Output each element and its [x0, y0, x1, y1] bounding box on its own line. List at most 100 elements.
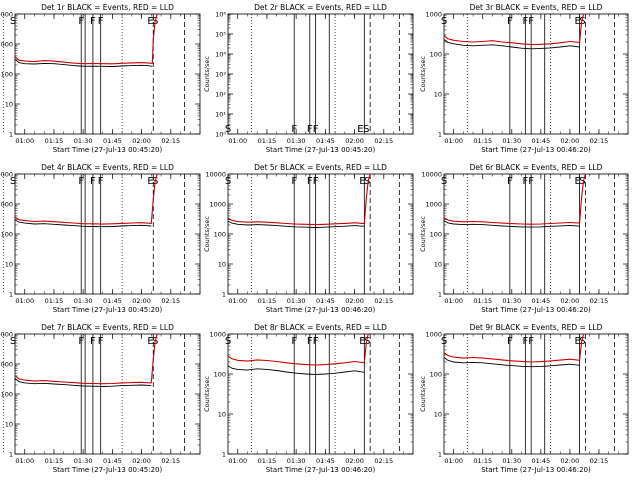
flag-label: E [574, 16, 580, 27]
y-tick-label: 10¹ [215, 111, 226, 119]
x-tick-label: 01:00 [228, 137, 247, 145]
x-tick-label: 01:45 [103, 137, 122, 145]
flag-label: F [522, 16, 528, 27]
flag-label: E [574, 336, 580, 347]
flag-label: F [522, 176, 528, 187]
flag-label: F [507, 336, 513, 347]
flag-label: F [291, 336, 297, 347]
series-line-events [14, 219, 152, 228]
y-tick-label: 1 [9, 451, 13, 459]
panel-title: Det 8r BLACK = Events, RED = LLD [254, 323, 387, 332]
series-line-events [443, 220, 580, 228]
flag-label: F [307, 124, 313, 135]
panel-title: Det 9r BLACK = Events, RED = LLD [470, 323, 603, 332]
x-tick-label: 01:00 [228, 297, 247, 305]
flag-label: S [579, 176, 585, 187]
y-axis-label: Counts/sec [203, 376, 211, 412]
flag-label: F [313, 176, 319, 187]
x-tick-label: 02:00 [345, 137, 364, 145]
flag-label: F [98, 16, 104, 27]
y-tick-label: 10 [434, 411, 442, 419]
x-tick-label: 02:15 [590, 137, 609, 145]
flag-label: F [291, 124, 297, 135]
series-line-lld [227, 173, 371, 226]
y-tick-label: 1000 [0, 361, 13, 369]
flag-label: F [528, 336, 534, 347]
y-tick-label: 100 [430, 51, 442, 59]
flag-label: E [359, 336, 365, 347]
x-tick-label: 01:30 [502, 297, 521, 305]
flag-label: F [78, 16, 84, 27]
flag-label: F [507, 16, 513, 27]
flag-label: F [522, 336, 528, 347]
series-line-events [227, 365, 365, 375]
flag-label: F [90, 336, 96, 347]
x-tick-label: 02:00 [132, 137, 151, 145]
x-tick-label: 01:30 [287, 137, 306, 145]
flag-label: F [90, 16, 96, 27]
y-tick-label: 1 [438, 131, 442, 139]
plot-frame [227, 333, 414, 455]
y-tick-label: 1000 [425, 201, 442, 209]
series-line-lld [14, 333, 158, 385]
x-tick-label: 01:30 [74, 457, 93, 465]
x-tick-label: 02:00 [561, 457, 580, 465]
y-tick-label: 10⁵ [215, 31, 226, 39]
detector-panel-4: Det 4r BLACK = Events, RED = LLD 1 10 100 10… [0, 163, 201, 314]
x-axis-label: Start Time (27-Jul-13 00:45:20) [266, 146, 376, 154]
y-tick-label: 1 [222, 291, 226, 299]
y-tick-label: 10 [218, 261, 226, 269]
x-tick-label: 01:15 [258, 297, 277, 305]
flag-label: S [10, 336, 16, 347]
y-axis-label: Counts/sec [203, 56, 211, 92]
flag-label: S [441, 16, 447, 27]
y-tick-label: 1000 [209, 201, 226, 209]
panel-title: Det 1r BLACK = Events, RED = LLD [41, 3, 174, 12]
flag-label: S [441, 176, 447, 187]
plot-frame [14, 173, 201, 295]
flag-label: S [363, 124, 369, 135]
series-line-events [443, 357, 580, 368]
flag-label: E [357, 124, 363, 135]
y-tick-label: 10³ [215, 71, 226, 79]
detector-panel-7: Det 7r BLACK = Events, RED = LLD 1 10 100 10… [0, 323, 201, 474]
panel-title: Det 6r BLACK = Events, RED = LLD [470, 163, 603, 172]
flag-label: S [364, 176, 370, 187]
y-tick-label: 100 [1, 231, 13, 239]
y-tick-label: 1000 [425, 331, 442, 339]
flag-label: F [313, 336, 319, 347]
plot-frame [443, 13, 629, 135]
flag-label: F [307, 176, 313, 187]
x-tick-label: 01:45 [316, 297, 335, 305]
x-axis-label: Start Time (27-Jul-13 00:46:20) [481, 146, 591, 154]
x-tick-label: 01:15 [45, 457, 64, 465]
x-tick-label: 01:15 [258, 137, 277, 145]
x-tick-label: 01:45 [316, 457, 335, 465]
x-tick-label: 01:00 [15, 137, 34, 145]
x-tick-label: 02:15 [374, 297, 393, 305]
plot-frame [227, 13, 414, 135]
flag-label: E [147, 336, 153, 347]
y-tick-label: 100 [430, 231, 442, 239]
x-tick-label: 02:15 [161, 297, 180, 305]
detector-panel-9: Det 9r BLACK = Events, RED = LLD 1 10 100 10… [419, 323, 629, 474]
flag-label: S [441, 336, 447, 347]
flag-label: E [574, 176, 580, 187]
x-tick-label: 02:00 [561, 297, 580, 305]
x-tick-label: 02:00 [345, 457, 364, 465]
x-tick-label: 01:00 [444, 137, 463, 145]
y-tick-label: 10 [434, 91, 442, 99]
y-axis-label: Counts/sec [419, 376, 427, 412]
x-axis-label: Start Time (27-Jul-13 00:45:20) [53, 466, 163, 474]
y-tick-label: 10 [5, 101, 13, 109]
y-tick-label: 10⁴ [215, 51, 226, 59]
x-tick-label: 01:45 [316, 137, 335, 145]
x-tick-label: 01:15 [45, 297, 64, 305]
y-tick-label: 10² [215, 91, 226, 99]
y-tick-label: 1 [9, 291, 13, 299]
series-line-events [14, 58, 153, 67]
y-axis-label: Counts/sec [419, 216, 427, 252]
x-axis-label: Start Time (27-Jul-13 00:45:20) [53, 306, 163, 314]
series-line-events [14, 378, 152, 387]
x-tick-label: 02:15 [590, 457, 609, 465]
